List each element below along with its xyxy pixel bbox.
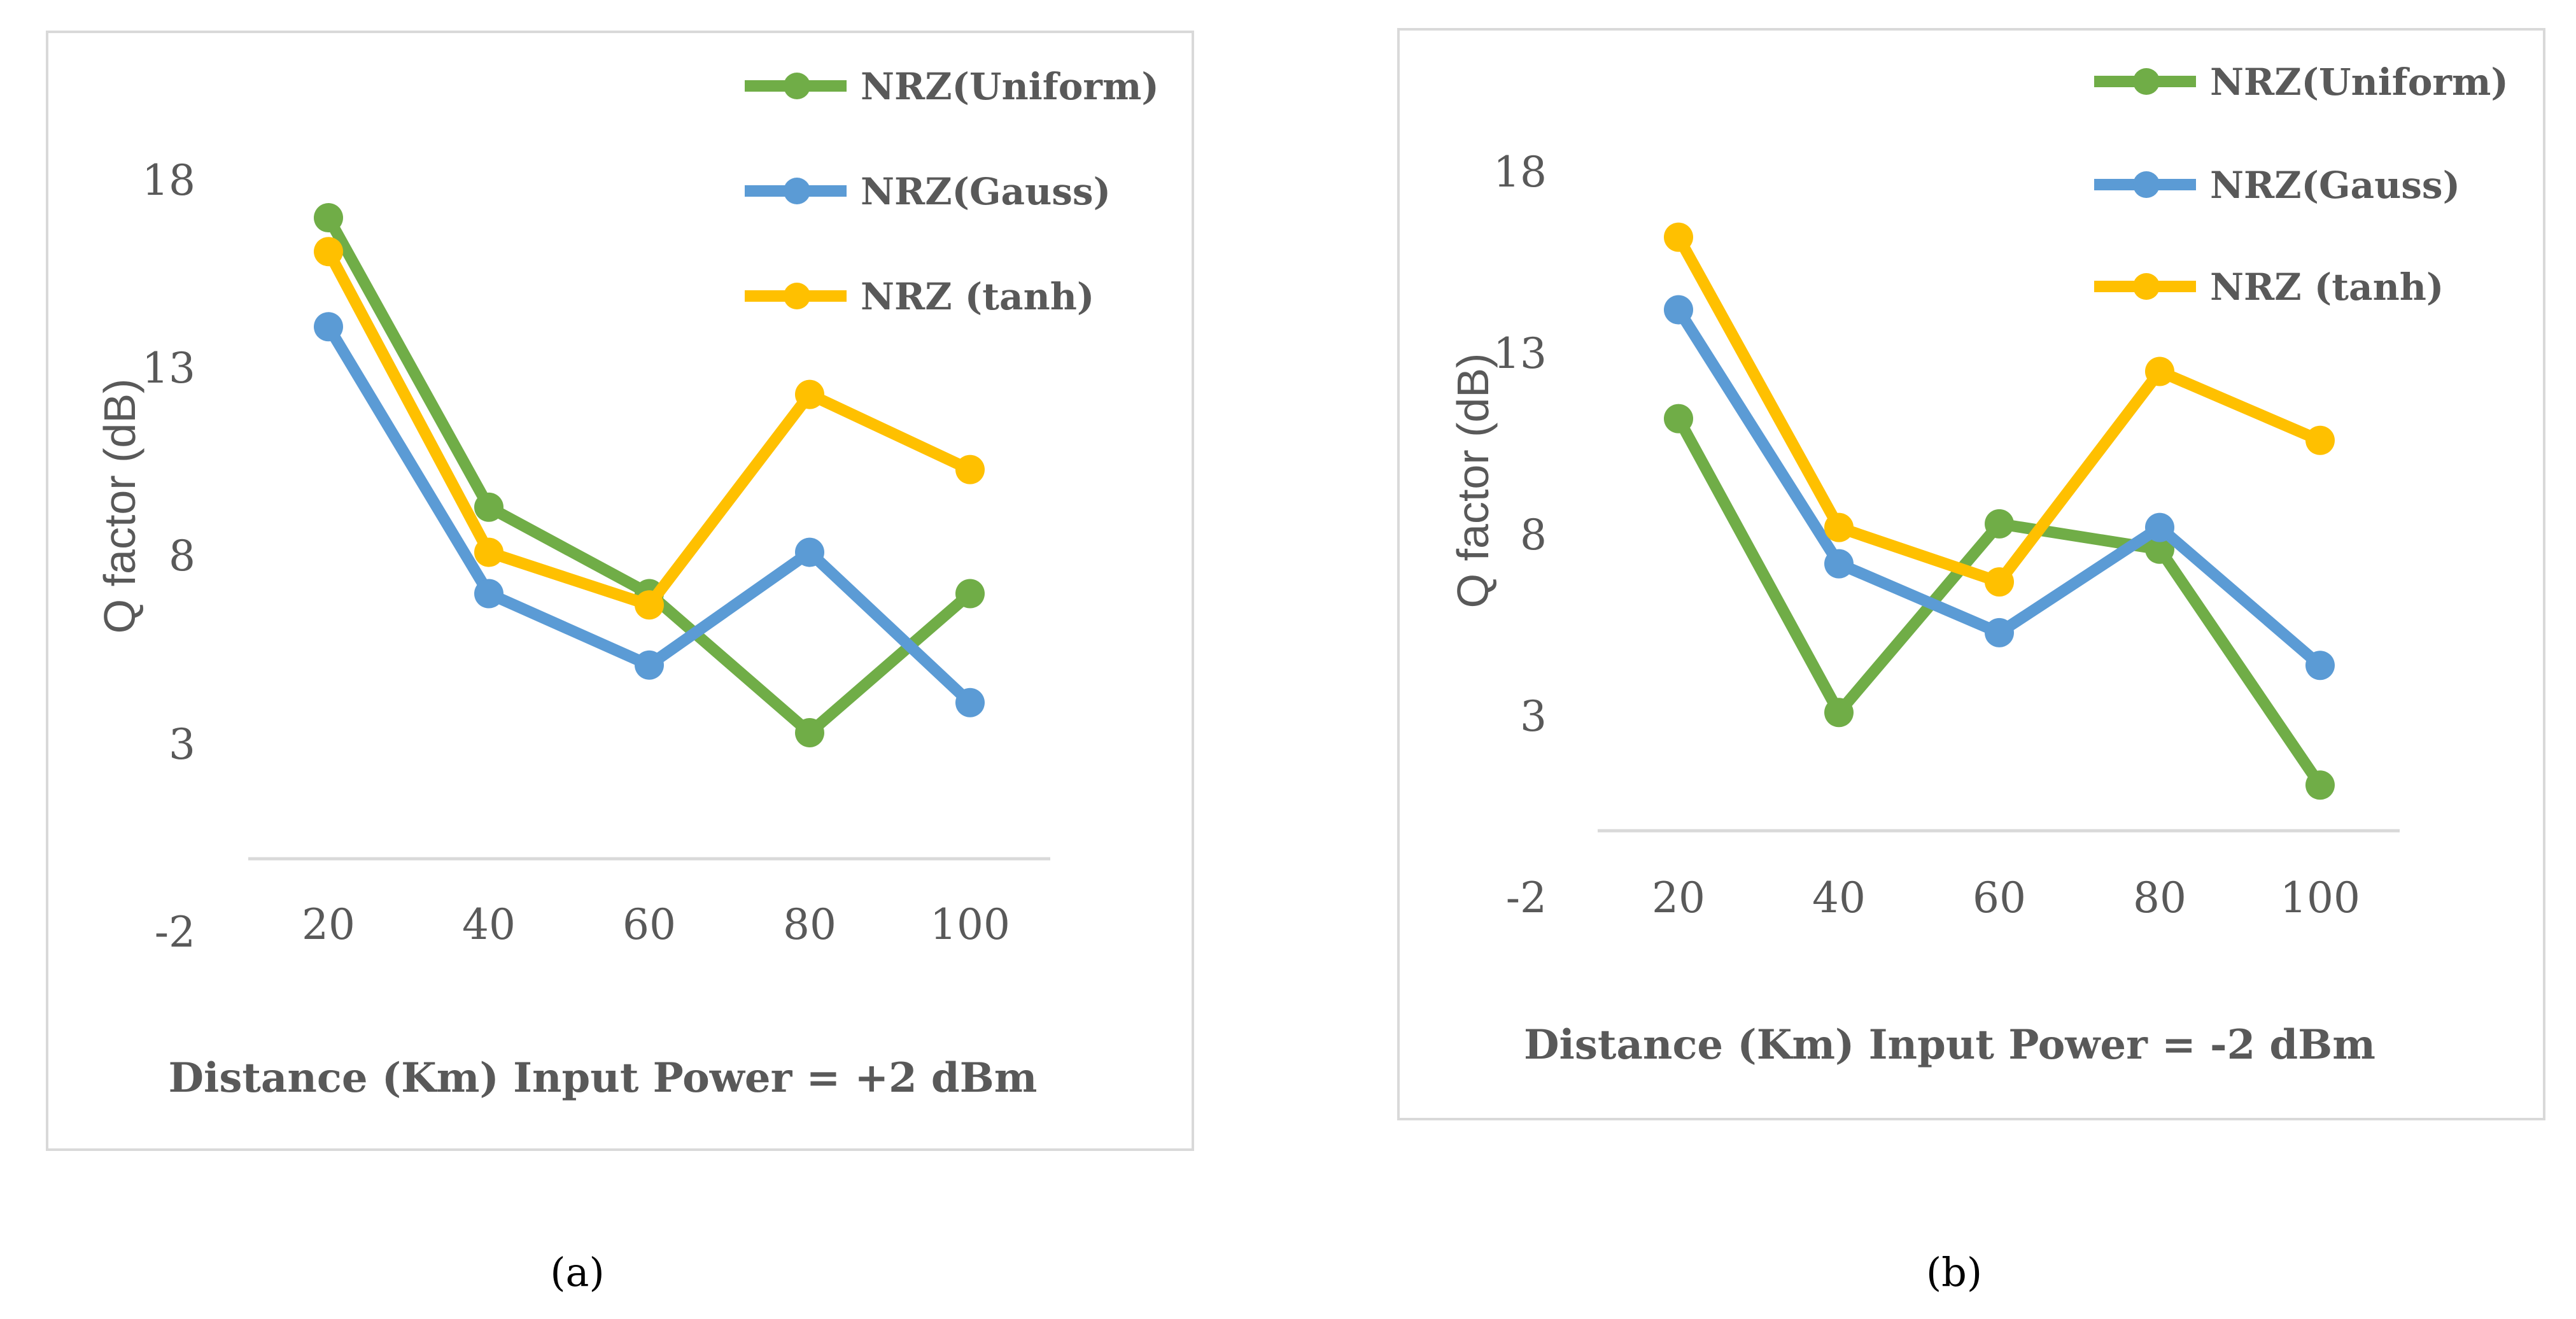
data-point xyxy=(1664,404,1693,434)
x-ticks-b: 20 40 60 80 100 xyxy=(1652,873,2360,922)
data-point xyxy=(2145,534,2174,564)
data-point xyxy=(1824,549,1854,579)
legend-b: NRZ(Uniform) NRZ(Gauss) NRZ (tanh) xyxy=(2094,60,2509,309)
y-ticks-b: 18 13 8 3 -2 xyxy=(1493,148,1547,922)
legend-label: NRZ(Uniform) xyxy=(861,65,1159,108)
legend-swatch-marker xyxy=(784,73,810,99)
x-axis-label-a: Distance (Km) Input Power = +2 dBm xyxy=(169,1054,1038,1102)
data-point xyxy=(2305,651,2335,681)
data-point xyxy=(474,579,503,609)
y-ticks-a: 18 13 8 3 -2 xyxy=(142,156,195,957)
x-tick-label: 20 xyxy=(1652,873,1705,922)
y-tick-label: 8 xyxy=(1520,511,1547,560)
data-point xyxy=(795,537,824,567)
y-tick-label: 18 xyxy=(1493,148,1547,197)
x-tick-label: 40 xyxy=(462,900,516,949)
data-point xyxy=(795,379,824,409)
caption-b: (b) xyxy=(1926,1249,1982,1295)
y-tick-label: 13 xyxy=(1493,329,1547,378)
data-point xyxy=(635,650,664,680)
x-tick-label: 100 xyxy=(2280,873,2360,922)
legend-entry: NRZ (tanh) xyxy=(2094,265,2444,309)
legend-label: NRZ (tanh) xyxy=(861,275,1094,318)
x-ticks-a: 20 40 60 80 100 xyxy=(302,900,1010,949)
y-tick-label: 8 xyxy=(169,532,195,581)
data-point xyxy=(955,579,985,609)
y-tick-label: 18 xyxy=(142,156,195,205)
chart-panel-a: 18 13 8 3 -2 20 40 60 80 100 Q factor (d… xyxy=(46,31,1194,1151)
x-tick-label: 100 xyxy=(930,900,1010,949)
x-tick-label: 80 xyxy=(2133,873,2186,922)
data-point xyxy=(314,237,343,267)
data-point xyxy=(955,688,985,717)
legend-swatch-marker xyxy=(784,178,810,204)
legend-label: NRZ(Uniform) xyxy=(2210,60,2509,104)
y-axis-label-b: Q factor (dB) xyxy=(1448,353,1498,609)
y-tick-label: 3 xyxy=(169,720,195,769)
legend-entry: NRZ(Uniform) xyxy=(2094,60,2509,104)
x-tick-label: 60 xyxy=(623,900,676,949)
data-point xyxy=(314,312,343,342)
legend-label: NRZ(Gauss) xyxy=(861,170,1111,213)
series-a xyxy=(314,203,985,748)
data-point xyxy=(1824,698,1854,728)
x-tick-label: 60 xyxy=(1973,873,2026,922)
data-point xyxy=(2145,356,2174,386)
legend-swatch-marker xyxy=(2133,68,2160,95)
legend-label: NRZ (tanh) xyxy=(2210,265,2444,309)
y-tick-label: 3 xyxy=(1520,692,1547,741)
data-point xyxy=(314,203,343,233)
data-point xyxy=(795,718,824,748)
y-tick-label: 13 xyxy=(142,344,195,393)
data-point xyxy=(1664,222,1693,252)
series-b xyxy=(1664,222,2335,800)
legend-swatch-marker xyxy=(2133,273,2160,300)
legend-entry: NRZ(Gauss) xyxy=(745,170,1111,213)
legend-swatch-marker xyxy=(2133,171,2160,198)
legend-entry: NRZ(Uniform) xyxy=(745,65,1159,108)
x-tick-label: 40 xyxy=(1812,873,1866,922)
legend-label: NRZ(Gauss) xyxy=(2210,164,2460,207)
x-tick-label: 80 xyxy=(783,900,836,949)
data-point xyxy=(474,492,503,522)
caption-a: (a) xyxy=(550,1249,604,1295)
legend-swatch-marker xyxy=(784,283,810,309)
legend-entry: NRZ(Gauss) xyxy=(2094,164,2460,207)
data-point xyxy=(1985,617,2014,647)
data-point xyxy=(1985,567,2014,597)
data-point xyxy=(955,455,985,484)
data-point xyxy=(1824,512,1854,542)
data-point xyxy=(474,537,503,567)
x-tick-label: 20 xyxy=(302,900,355,949)
chart-panel-b: 18 13 8 3 -2 20 40 60 80 100 Q factor (d… xyxy=(1397,28,2545,1120)
data-point xyxy=(1985,509,2014,539)
legend-entry: NRZ (tanh) xyxy=(745,275,1094,318)
y-axis-label-a: Q factor (dB) xyxy=(95,379,144,634)
data-point xyxy=(2305,425,2335,455)
x-axis-label-b: Distance (Km) Input Power = -2 dBm xyxy=(1524,1021,2375,1069)
data-point xyxy=(1664,295,1693,325)
data-point xyxy=(635,590,664,620)
legend-a: NRZ(Uniform) NRZ(Gauss) NRZ (tanh) xyxy=(745,65,1159,318)
y-tick-label: -2 xyxy=(155,908,195,957)
data-point xyxy=(2145,512,2174,542)
y-tick-label: -2 xyxy=(1506,873,1547,922)
data-point xyxy=(2305,770,2335,800)
